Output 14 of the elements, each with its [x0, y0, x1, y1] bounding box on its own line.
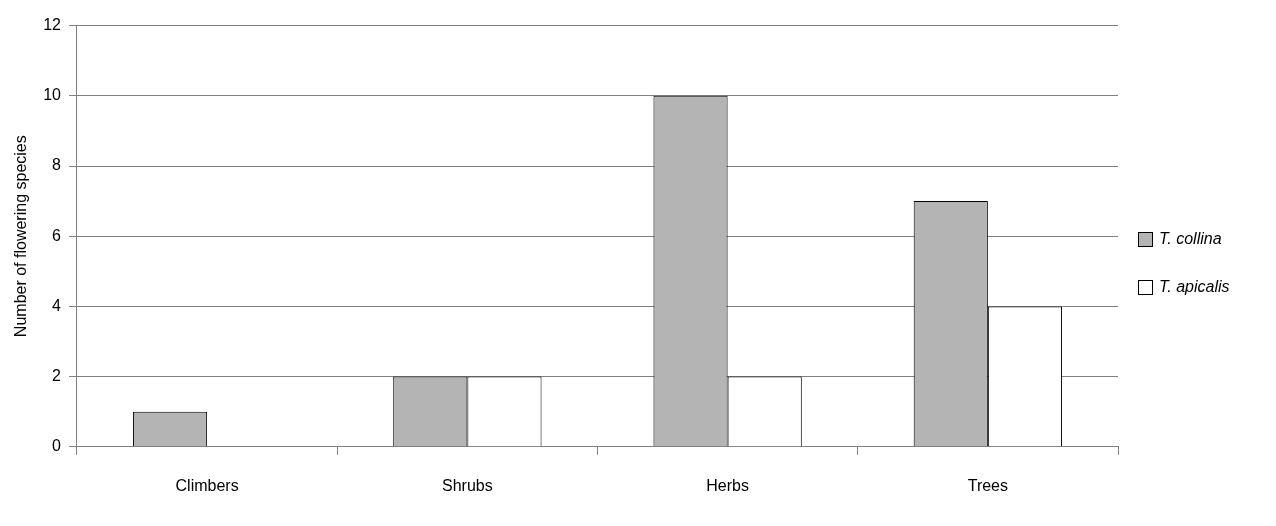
- x-tick-label: Climbers: [175, 476, 239, 494]
- y-tick-label: 8: [52, 156, 62, 174]
- y-tick-label: 10: [43, 86, 62, 104]
- y-axis-title: Number of flowering species: [12, 135, 30, 338]
- y-tick-label: 2: [52, 367, 62, 385]
- y-tick-label: 0: [52, 437, 62, 455]
- x-tick-label: Herbs: [706, 476, 749, 494]
- y-tick-label: 12: [43, 16, 62, 34]
- y-tick-label: 4: [52, 296, 62, 314]
- x-tick-label: Trees: [967, 476, 1009, 494]
- y-tick-label: 6: [52, 226, 62, 244]
- legend-label: T. collina: [1159, 230, 1222, 248]
- text: T. apicalis: [1159, 278, 1230, 296]
- x-tick-label: Shrubs: [442, 476, 493, 494]
